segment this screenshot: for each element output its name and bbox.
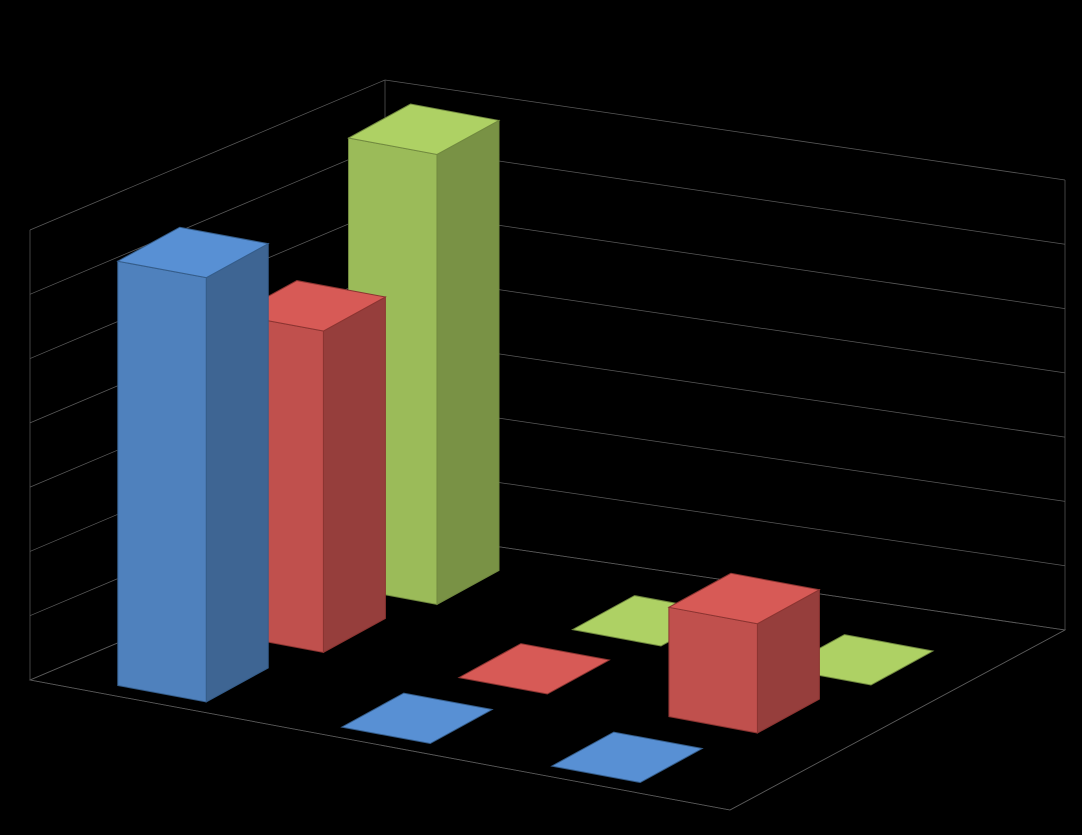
bar-side xyxy=(323,297,385,652)
bar-side xyxy=(206,244,268,702)
bar-side xyxy=(437,120,499,604)
bar-front xyxy=(118,261,206,702)
bar-chart-3d xyxy=(0,0,1082,835)
bar-front xyxy=(669,607,757,733)
